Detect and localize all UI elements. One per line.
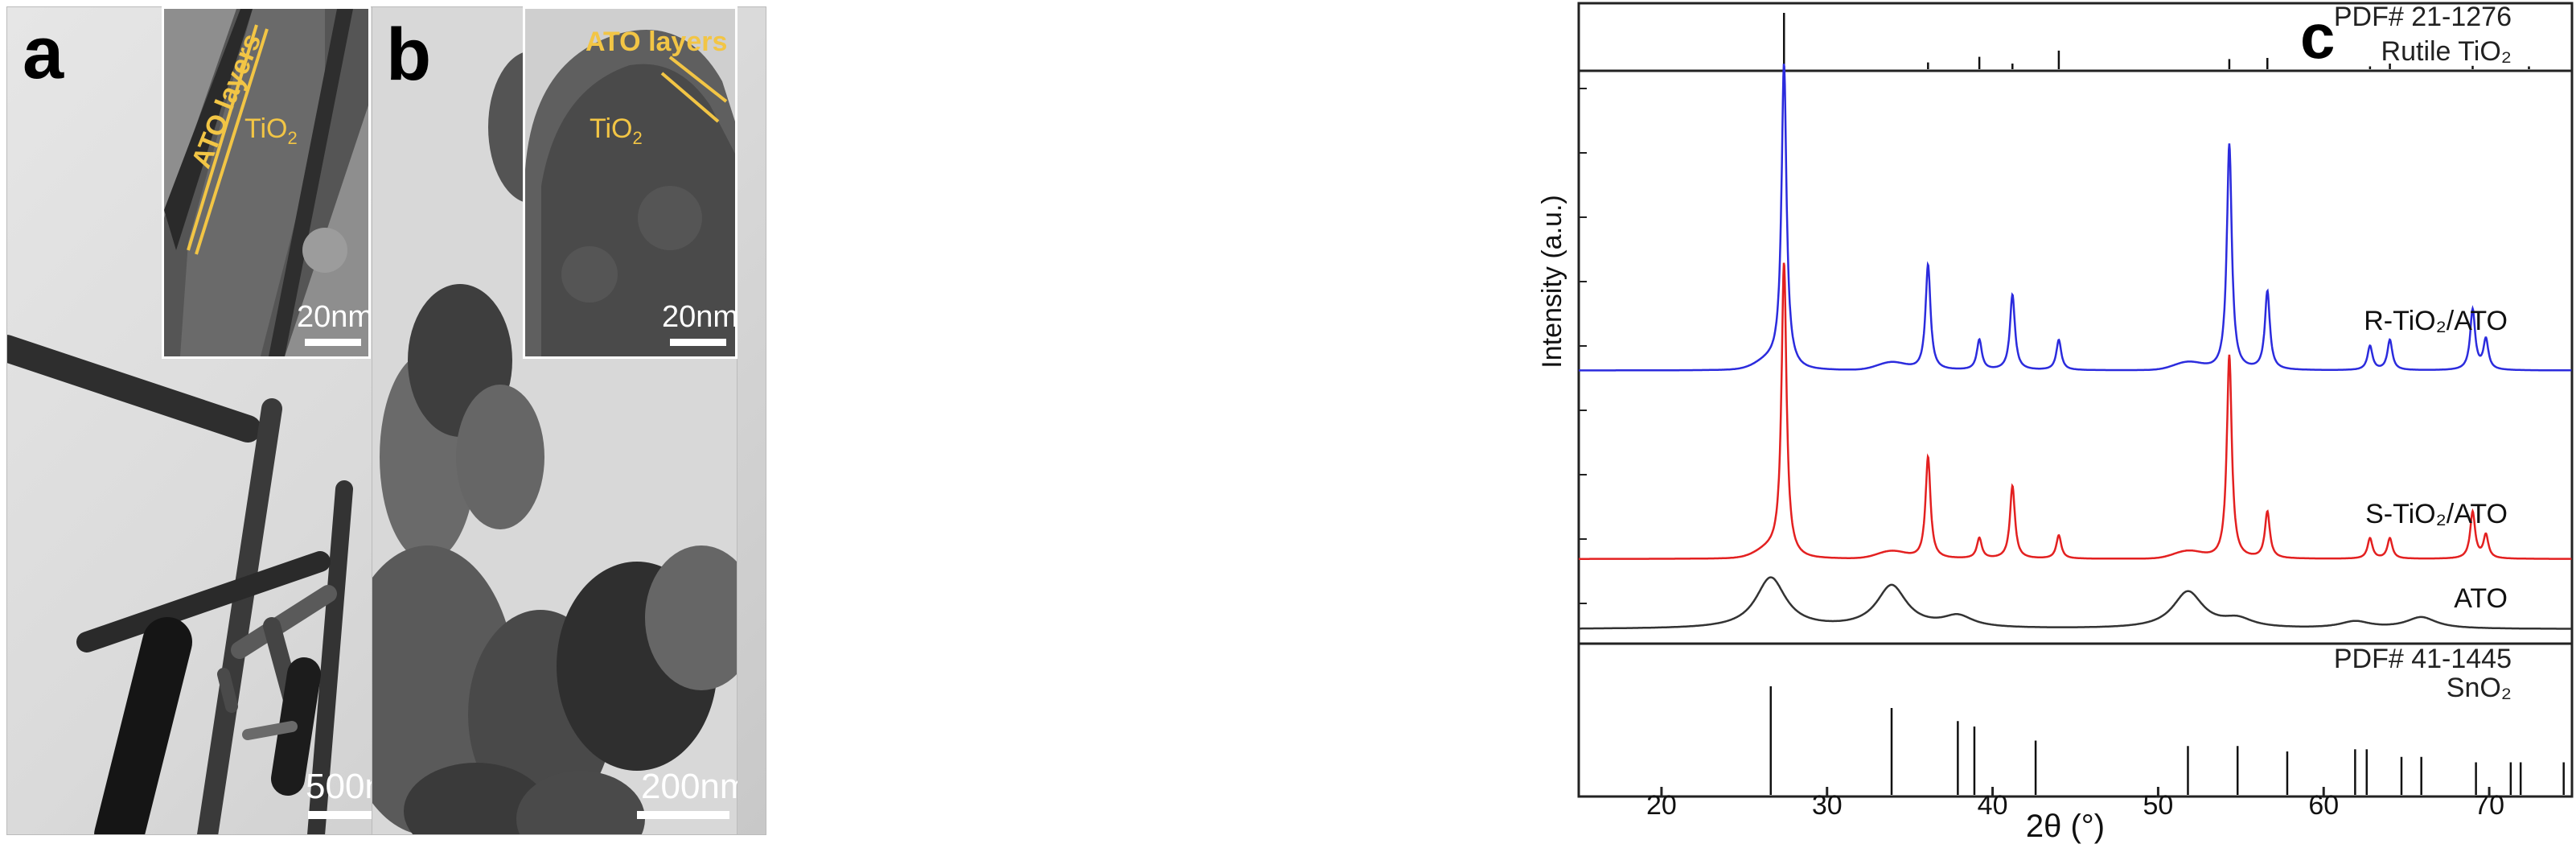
- panel-letter-c: c: [2300, 1, 2336, 72]
- series-line: [1579, 64, 2572, 372]
- tio2-sub: 2: [287, 127, 298, 148]
- x-tick-label: 50: [2143, 790, 2174, 821]
- bottom-ref-line1: PDF# 41-1445: [2334, 644, 2512, 674]
- panel-a-inset: ATO layers TiO2 20nm: [162, 6, 371, 359]
- top-ref-line1: PDF# 21-1276: [2334, 2, 2512, 32]
- inset-b-scale-bar: [670, 339, 726, 346]
- ato-layer-marker-b: [660, 56, 728, 123]
- inset-b-scale-label: 20nm: [662, 300, 737, 334]
- tio2-text-b: TiO: [590, 113, 633, 144]
- bottom-ref-line2: SnO₂: [2447, 673, 2512, 703]
- x-tick-label: 30: [1812, 790, 1843, 821]
- ato-layer-marker: [187, 24, 269, 255]
- x-tick-label: 70: [2474, 790, 2504, 821]
- panel-b-inset: ATO layers TiO2 20nm: [523, 6, 737, 359]
- x-tick-label: 60: [2308, 790, 2339, 821]
- tio2-text: TiO: [244, 113, 288, 144]
- panel-b-tem-image: b ATO layers TiO2 20nm 200nm: [372, 6, 737, 835]
- panel-b-scale-label: 200nm: [641, 767, 737, 806]
- xrd-chart: 20 30 40 50 60 70 R-TiO₂/ATO S-TiO₂/ATO ATO Int…: [1539, 2, 2574, 844]
- bottom-reference-frame: [1577, 642, 2574, 798]
- panel-a-scale-bar: [308, 811, 372, 819]
- x-tick-label: 20: [1646, 790, 1677, 821]
- panel-letter-b: b: [386, 14, 432, 96]
- panel-letter-a: a: [23, 12, 64, 94]
- x-axis-label: 2θ (°): [2026, 809, 2105, 844]
- ato-layers-label-b: ATO layers: [585, 27, 728, 57]
- top-ref-line2: Rutile TiO₂: [2381, 36, 2512, 67]
- panel-b-inset-image: [525, 9, 735, 356]
- tio2-label-b: TiO2: [590, 113, 643, 149]
- panel-b-scale-bar: [637, 811, 729, 819]
- tio2-sub-b: 2: [632, 127, 643, 148]
- series-label: S-TiO₂/ATO: [2365, 499, 2508, 529]
- series-label: ATO: [2454, 583, 2508, 614]
- panel-a-inset-image: [164, 9, 368, 356]
- inset-scale-label: 20nm: [297, 300, 371, 334]
- inset-scale-bar: [305, 339, 361, 346]
- x-tick-label: 40: [1978, 790, 2008, 821]
- y-axis-label: Intensity (a.u.): [1539, 195, 1567, 368]
- series-label: R-TiO₂/ATO: [2364, 306, 2508, 336]
- series-line: [1579, 576, 2572, 630]
- tio2-label: TiO2: [244, 113, 298, 149]
- series-line: [1579, 262, 2572, 560]
